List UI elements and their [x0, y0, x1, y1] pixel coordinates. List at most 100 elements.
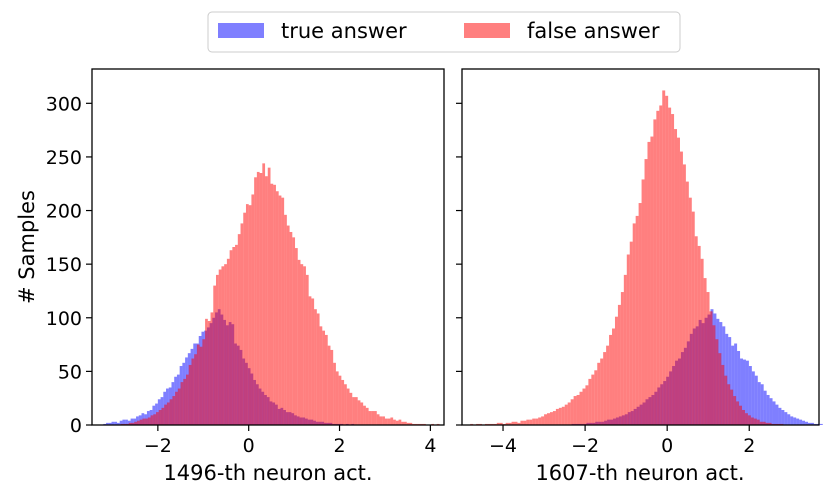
y-tick-label: 150 [46, 254, 82, 276]
histogram-bars-left [103, 163, 440, 426]
histogram-bar [739, 405, 743, 425]
histogram-bar [558, 407, 562, 425]
histogram-bar [653, 119, 657, 426]
histogram-bar [382, 416, 385, 425]
y-tick-label: 200 [46, 201, 82, 223]
histogram-bar [188, 364, 192, 425]
histogram-bar [617, 304, 621, 425]
histogram-bar [582, 388, 586, 425]
histogram-bar [270, 183, 274, 425]
histogram-bar [547, 413, 550, 425]
histogram-bar [805, 421, 808, 425]
histogram-bar [588, 378, 592, 425]
histogram-bar [147, 417, 151, 425]
histogram-bar [346, 388, 350, 425]
histogram-bar [199, 346, 203, 425]
histogram-bar [733, 396, 737, 425]
histogram-bar [715, 339, 719, 425]
histogram-bar [762, 421, 766, 425]
histogram-bar [226, 258, 230, 425]
histogram-bar [603, 352, 607, 425]
histogram-bar [273, 184, 276, 425]
histogram-bar [256, 171, 260, 425]
histogram-bar [802, 420, 806, 425]
histogram-bar [175, 391, 178, 425]
histogram-bar [379, 416, 383, 425]
axes-frame-right [461, 68, 820, 426]
histogram-bar [728, 337, 732, 425]
x-tick-label: 2 [743, 435, 755, 457]
histogram-bar [674, 129, 678, 426]
histogram-bar [330, 349, 334, 425]
histogram-bar [237, 234, 241, 425]
histogram-bar [235, 244, 238, 425]
histogram-bar [183, 378, 187, 425]
histogram-bar [265, 176, 268, 425]
histogram-bar [679, 151, 683, 425]
x-tick-label: −4 [489, 435, 517, 457]
histogram-bar [229, 250, 233, 425]
histogram-bar [508, 422, 512, 425]
histogram-bar [186, 374, 189, 425]
histogram-bar [703, 278, 707, 425]
histogram-bar [248, 205, 252, 425]
histogram-bar [505, 422, 509, 425]
histogram-bar [724, 375, 728, 425]
histogram-bar [632, 223, 636, 425]
histogram-bar [275, 191, 279, 425]
histogram-bar [196, 344, 200, 425]
histogram-bar [158, 409, 162, 425]
histogram-bar [108, 422, 112, 425]
histogram-bar [585, 385, 589, 425]
histogram-bar [751, 371, 755, 425]
histogram-bar [564, 404, 568, 425]
histogram-bar [202, 339, 206, 425]
histogram-bar [760, 384, 764, 425]
histogram-bar [799, 419, 803, 425]
histogram-bar [390, 417, 394, 425]
histogram-bar [327, 345, 331, 425]
histogram-bar [772, 401, 776, 425]
histogram-bar [594, 370, 598, 425]
histogram-bar [750, 417, 754, 425]
histogram-bar [753, 418, 757, 425]
histogram-bar [685, 181, 689, 425]
histogram-bar [526, 419, 530, 425]
histogram-bar [243, 212, 246, 425]
y-ticks-right [456, 102, 462, 426]
histogram-bar [745, 360, 749, 425]
histogram-bar [278, 195, 282, 425]
histogram-bar [614, 316, 618, 425]
histogram-bar [130, 418, 134, 425]
histogram-bar [210, 312, 214, 425]
y-tick-label: 100 [46, 308, 82, 330]
histogram-bar [567, 402, 571, 425]
histogram-bar [254, 177, 257, 425]
histogram-bar [349, 392, 353, 425]
histogram-bar [314, 309, 317, 425]
histogram-bar [289, 231, 293, 425]
x-tick-label: 4 [424, 435, 436, 457]
histogram-bar [496, 422, 500, 425]
histogram-bar [778, 407, 782, 425]
histogram-bar [759, 421, 763, 425]
histogram-bar [740, 358, 743, 425]
histogram-bar [747, 415, 751, 425]
histogram-bar [579, 391, 583, 425]
histogram-bar [111, 421, 115, 425]
histogram-bar [737, 351, 741, 425]
histogram-bar [164, 404, 167, 425]
histogram-bar [172, 396, 176, 425]
histogram-bar [706, 292, 710, 425]
histogram-bar [727, 384, 731, 425]
histogram-bar [535, 418, 539, 425]
histogram-bar [638, 203, 642, 425]
histogram-bar [647, 141, 651, 426]
histogram-bar [541, 416, 545, 425]
legend-frame [207, 11, 681, 53]
y-tick-label: 300 [46, 93, 82, 115]
legend-swatch-true-answer [218, 23, 264, 38]
histogram-bar [697, 245, 701, 425]
histogram-bar [754, 375, 758, 425]
histogram-bar [134, 421, 137, 425]
